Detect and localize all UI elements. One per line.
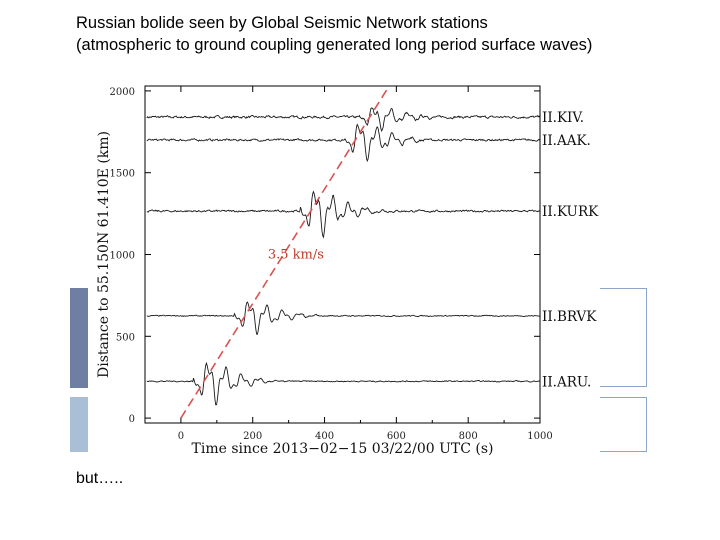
slide-title: Russian bolide seen by Global Seismic Ne… xyxy=(76,12,696,56)
x-tick-label: 1000 xyxy=(527,431,552,442)
trace-ii-aru xyxy=(146,361,540,406)
station-label: II.KIV. xyxy=(542,110,584,126)
seismic-traces xyxy=(146,107,540,406)
x-tick-label: 400 xyxy=(315,431,334,442)
slide-title-line-2: (atmospheric to ground coupling generate… xyxy=(76,36,593,54)
trace-ii-aak xyxy=(146,123,540,163)
x-tick-labels: 0 200 400 600 800 1000 xyxy=(178,431,553,442)
velocity-label: 3.5 km/s xyxy=(268,248,324,263)
footer-note: but….. xyxy=(76,470,124,487)
y-tick-labels: 0 500 1000 1500 2000 xyxy=(110,87,135,425)
station-labels: II.KIV. II.AAK. II.KURK II.BRVK II.ARU. xyxy=(542,110,599,390)
y-axis-title: Distance to 55.150N 61.410E (km) xyxy=(96,131,112,378)
x-tick-label: 0 xyxy=(178,431,184,442)
slide-title-line-1: Russian bolide seen by Global Seismic Ne… xyxy=(76,14,488,32)
trace-ii-kiv xyxy=(146,107,540,133)
decorative-bar-dark xyxy=(70,288,88,388)
decorative-bar-light xyxy=(70,397,88,452)
x-tick-label: 600 xyxy=(387,431,406,442)
y-tick-label: 500 xyxy=(116,332,135,343)
axis-ticks xyxy=(145,86,541,423)
station-label: II.KURK xyxy=(542,204,599,220)
y-tick-label: 2000 xyxy=(110,87,135,98)
plot-frame xyxy=(144,85,541,424)
plot-frame-rect xyxy=(144,85,541,424)
y-tick-label: 0 xyxy=(129,414,135,425)
x-tick-label: 800 xyxy=(459,431,478,442)
station-label: II.BRVK xyxy=(542,309,597,325)
velocity-line xyxy=(180,85,390,419)
y-tick-label: 1500 xyxy=(110,169,135,180)
x-axis-title: Time since 2013−02−15 03/22/00 UTC (s) xyxy=(192,441,494,457)
y-tick-label: 1000 xyxy=(110,251,135,262)
decorative-bracket-lower xyxy=(600,397,647,452)
x-tick-label: 200 xyxy=(243,431,262,442)
station-label: II.AAK. xyxy=(542,133,591,149)
decorative-bracket-upper xyxy=(600,288,647,387)
station-label: II.ARU. xyxy=(542,374,591,390)
trace-ii-brvk xyxy=(146,301,540,335)
trace-ii-kurk xyxy=(146,190,540,239)
